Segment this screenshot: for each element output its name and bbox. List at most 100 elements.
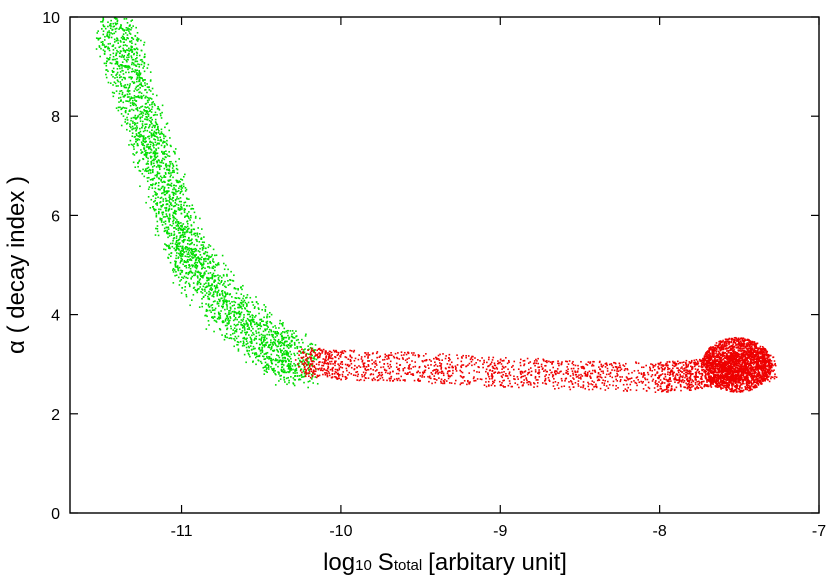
- scatter-point: [624, 388, 627, 390]
- scatter-point: [452, 372, 454, 375]
- scatter-point: [156, 155, 159, 158]
- scatter-point: [157, 188, 160, 190]
- scatter-point: [120, 124, 123, 127]
- scatter-point: [149, 140, 151, 143]
- scatter-point: [129, 76, 132, 78]
- scatter-point: [158, 166, 161, 169]
- scatter-point: [377, 379, 380, 381]
- scatter-point: [155, 214, 158, 217]
- scatter-point: [591, 388, 594, 391]
- scatter-point: [698, 381, 701, 384]
- scatter-point: [250, 329, 253, 332]
- scatter-point: [135, 73, 138, 75]
- scatter-point: [205, 308, 208, 311]
- scatter-point: [433, 369, 435, 371]
- scatter-point: [136, 40, 139, 42]
- scatter-point: [166, 139, 168, 142]
- scatter-point: [281, 323, 284, 326]
- scatter-point: [467, 380, 469, 383]
- scatter-point: [493, 364, 496, 366]
- scatter-point: [112, 45, 114, 47]
- scatter-point: [188, 227, 190, 230]
- scatter-point: [183, 201, 186, 204]
- scatter-point: [238, 316, 240, 319]
- scatter-point: [245, 346, 248, 349]
- scatter-point: [148, 146, 150, 148]
- scatter-point: [130, 143, 133, 146]
- scatter-point: [534, 375, 537, 378]
- scatter-point: [146, 96, 149, 99]
- scatter-point: [227, 319, 229, 321]
- scatter-point: [489, 369, 492, 371]
- scatter-point: [211, 307, 214, 309]
- scatter-point: [297, 338, 299, 341]
- scatter-point: [504, 366, 507, 368]
- scatter-point: [240, 302, 243, 305]
- scatter-point: [173, 217, 175, 219]
- scatter-point: [431, 373, 434, 376]
- scatter-point: [333, 372, 336, 375]
- scatter-point: [270, 322, 273, 324]
- scatter-point: [537, 366, 540, 369]
- scatter-point: [286, 340, 288, 343]
- scatter-point: [199, 261, 201, 264]
- scatter-point: [438, 377, 440, 379]
- scatter-point: [460, 376, 463, 378]
- scatter-point: [139, 135, 142, 138]
- scatter-point: [134, 71, 136, 73]
- scatter-point: [184, 190, 187, 192]
- scatter-point: [314, 354, 317, 356]
- scatter-point: [155, 131, 158, 134]
- scatter-point: [227, 284, 230, 286]
- scatter-point: [522, 375, 525, 378]
- scatter-point: [206, 309, 209, 312]
- scatter-point: [388, 378, 391, 380]
- scatter-point: [304, 335, 307, 337]
- scatter-point: [219, 316, 221, 319]
- scatter-point: [134, 103, 137, 106]
- scatter-point: [687, 364, 689, 367]
- scatter-point: [593, 386, 595, 388]
- scatter-point: [321, 361, 324, 364]
- scatter-point: [313, 356, 316, 358]
- scatter-point: [726, 379, 728, 381]
- scatter-point: [224, 308, 226, 311]
- scatter-point: [120, 56, 123, 58]
- scatter-point: [159, 136, 162, 139]
- scatter-point: [654, 383, 657, 385]
- scatter-point: [259, 318, 261, 321]
- scatter-point: [183, 208, 186, 210]
- scatter-point: [233, 332, 236, 334]
- scatter-point: [437, 373, 439, 375]
- scatter-point: [177, 204, 180, 206]
- scatter-point: [152, 133, 155, 136]
- scatter-point: [261, 336, 263, 339]
- scatter-point: [337, 363, 339, 365]
- scatter-point: [283, 327, 286, 330]
- scatter-point: [133, 148, 135, 150]
- scatter-point: [141, 123, 144, 125]
- scatter-point: [388, 357, 390, 360]
- scatter-point: [562, 373, 565, 375]
- scatter-point: [186, 220, 189, 222]
- scatter-point: [176, 179, 178, 182]
- scatter-point: [365, 369, 368, 372]
- scatter-point: [154, 138, 157, 141]
- scatter-point: [294, 370, 296, 373]
- scatter-point: [266, 320, 269, 323]
- scatter-point: [127, 90, 130, 93]
- scatter-point: [132, 70, 134, 73]
- scatter-point: [174, 152, 176, 155]
- scatter-point: [380, 366, 382, 369]
- scatter-point: [175, 257, 177, 260]
- scatter-point: [192, 257, 194, 259]
- scatter-point: [567, 363, 570, 365]
- scatter-point: [701, 359, 703, 362]
- scatter-point: [111, 58, 114, 61]
- scatter-point: [145, 106, 148, 109]
- scatter-point: [179, 236, 181, 239]
- scatter-point: [627, 378, 629, 381]
- scatter-point: [270, 353, 273, 356]
- scatter-point: [435, 358, 438, 360]
- scatter-point: [303, 381, 305, 384]
